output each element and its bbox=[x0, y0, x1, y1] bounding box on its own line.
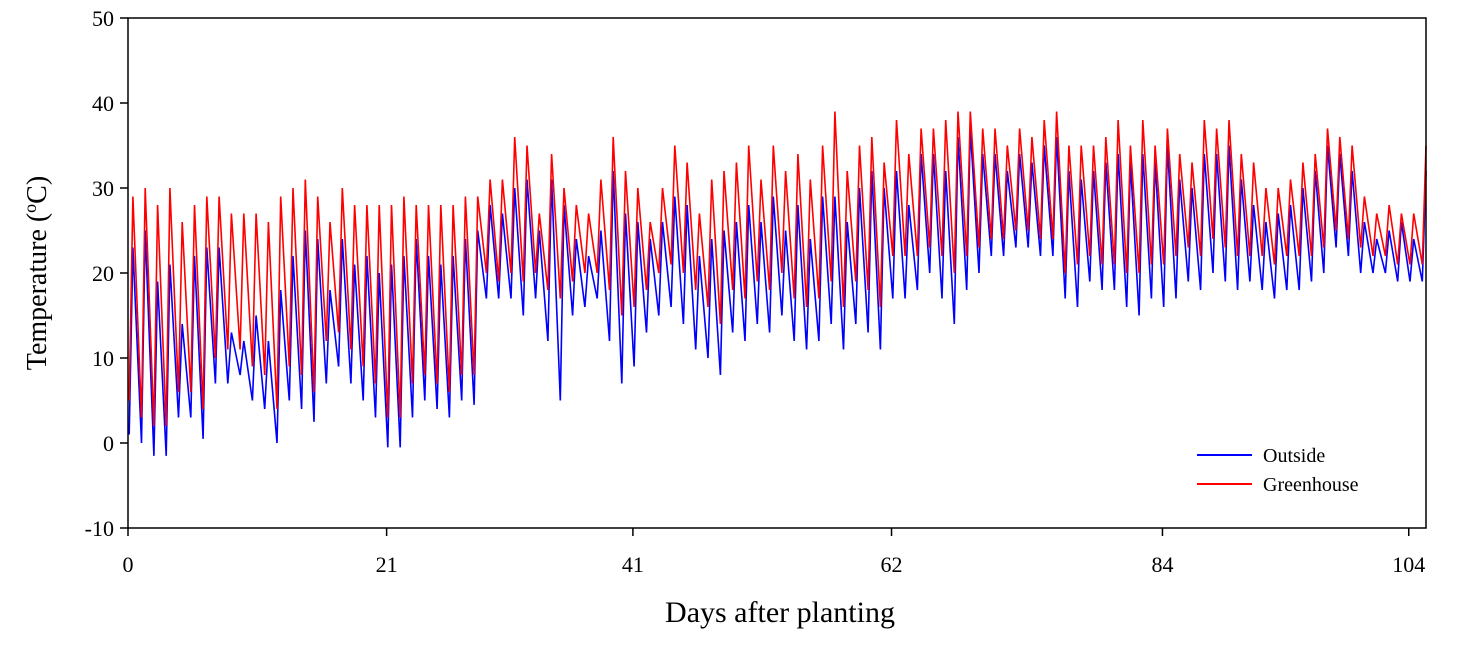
series-line bbox=[128, 128, 1427, 456]
x-tick-label: 84 bbox=[1151, 552, 1173, 577]
legend-label: Greenhouse bbox=[1263, 474, 1359, 496]
y-axis-label-part: C) bbox=[22, 176, 53, 204]
y-tick-label: 10 bbox=[92, 346, 114, 371]
x-axis-label: Days after planting bbox=[665, 596, 895, 629]
y-tick-label: 20 bbox=[92, 261, 114, 286]
x-tick-label: 41 bbox=[622, 552, 644, 577]
x-tick-label: 21 bbox=[376, 552, 398, 577]
y-tick-label: 0 bbox=[103, 431, 114, 456]
legend-label: Outside bbox=[1263, 445, 1325, 467]
series-line bbox=[128, 111, 1427, 427]
x-tick-label: 0 bbox=[123, 552, 134, 577]
y-tick-label: 40 bbox=[92, 91, 114, 116]
y-tick-label: 50 bbox=[92, 6, 114, 31]
x-tick-label: 62 bbox=[881, 552, 903, 577]
y-axis-label-part: Temperature ( bbox=[22, 213, 53, 370]
y-tick-label: 30 bbox=[92, 176, 114, 201]
y-tick-label: -10 bbox=[85, 516, 114, 541]
x-tick-label: 104 bbox=[1392, 552, 1425, 577]
plot-frame bbox=[127, 17, 1427, 529]
y-axis-label-sup: o bbox=[20, 204, 40, 213]
y-axis-label: Temperature (oC) bbox=[20, 176, 53, 370]
